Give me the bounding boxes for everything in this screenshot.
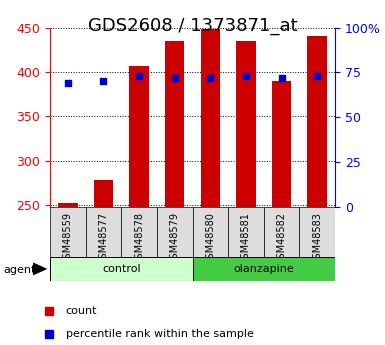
Bar — [192, 257, 335, 281]
Text: GSM48582: GSM48582 — [276, 212, 286, 265]
Point — [207, 75, 213, 81]
Bar — [85, 207, 121, 257]
Text: agent: agent — [4, 265, 36, 275]
Point — [172, 75, 178, 81]
Text: GSM48580: GSM48580 — [205, 212, 215, 265]
Text: percentile rank within the sample: percentile rank within the sample — [65, 329, 253, 339]
Bar — [165, 41, 184, 207]
Bar — [192, 207, 228, 257]
Text: olanzapine: olanzapine — [233, 264, 294, 274]
Point — [314, 73, 320, 79]
Point — [278, 75, 285, 81]
Bar — [94, 180, 113, 207]
Bar — [228, 207, 264, 257]
Bar — [264, 207, 300, 257]
Point — [100, 79, 107, 84]
Bar — [50, 257, 192, 281]
Bar — [272, 81, 291, 207]
Point — [136, 73, 142, 79]
Text: GSM48578: GSM48578 — [134, 212, 144, 265]
Bar — [50, 207, 85, 257]
Point — [65, 80, 71, 86]
Text: GSM48559: GSM48559 — [63, 212, 73, 265]
Text: count: count — [65, 306, 97, 316]
Text: GSM48581: GSM48581 — [241, 212, 251, 265]
Text: control: control — [102, 264, 141, 274]
Text: GDS2608 / 1373871_at: GDS2608 / 1373871_at — [88, 17, 297, 35]
Text: GSM48577: GSM48577 — [99, 212, 109, 265]
Bar — [201, 29, 220, 207]
Bar — [129, 66, 149, 207]
Polygon shape — [33, 262, 47, 276]
Bar — [121, 207, 157, 257]
Point — [243, 73, 249, 79]
Bar — [307, 37, 327, 207]
Text: GSM48583: GSM48583 — [312, 212, 322, 265]
Bar — [157, 207, 192, 257]
Text: GSM48579: GSM48579 — [170, 212, 180, 265]
Bar — [236, 41, 256, 207]
Bar — [300, 207, 335, 257]
Bar — [58, 204, 78, 207]
